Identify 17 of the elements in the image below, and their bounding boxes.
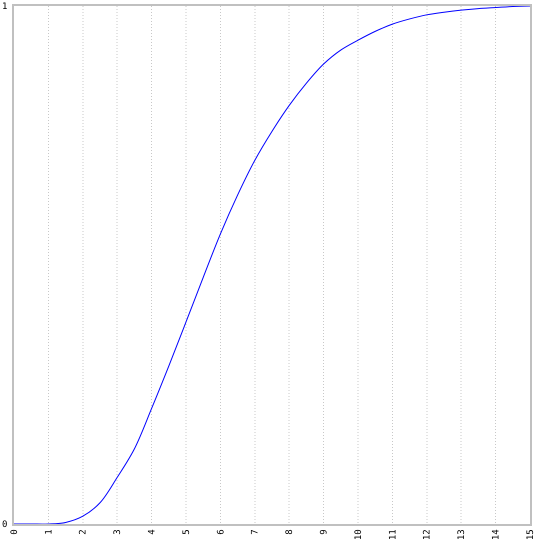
x-tick-label: 11	[388, 529, 398, 540]
x-tick-label: 14	[492, 529, 502, 540]
x-tick-label: 13	[457, 529, 468, 540]
x-tick-label: 12	[422, 529, 433, 540]
x-tick-label: 10	[354, 529, 364, 540]
x-tick-label: 9	[320, 529, 330, 535]
x-tick-label: 5	[182, 529, 192, 535]
x-tick-label: 4	[148, 529, 158, 535]
x-tick-label: 0	[10, 529, 20, 535]
x-tick-label: 8	[285, 529, 296, 535]
x-tick-label: 2	[78, 529, 89, 535]
x-tick-label: 6	[216, 529, 226, 535]
x-tick-label: 15	[526, 529, 536, 540]
x-tick-label: 1	[44, 529, 54, 535]
x-tick-label: 3	[113, 529, 124, 535]
x-tick-label: 7	[250, 529, 261, 535]
line-series	[14, 6, 530, 524]
